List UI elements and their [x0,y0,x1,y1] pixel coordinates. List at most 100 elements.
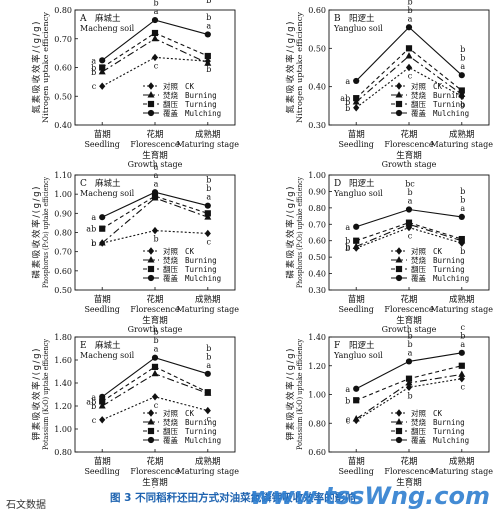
x-axis-title-en: Growth stage [382,325,437,334]
series-line-turning [101,195,208,230]
significance-letter: c [154,61,159,70]
legend-label-cn: 翻压 [163,427,178,436]
x-tick-label-en: Seedling [338,467,373,476]
site-name-en: Macheng soil [80,351,135,360]
x-axis-title-en: Growth stage [128,160,183,169]
point-burning [204,59,212,66]
y-tick-label: 0.80 [54,6,72,15]
site-name-en: Macheng soil [80,189,135,198]
significance-letter: a [154,345,159,354]
legend-marker-mulching [395,109,403,117]
significance-letter: ab [86,225,96,234]
significance-letter: b [153,235,158,244]
point-mulching [405,24,413,31]
legend: 对照 CK 焚烧 Burning 翻压 Turning 覆盖 Mulching [391,246,469,283]
x-tick-label-cn: 花期 [146,129,163,140]
legend-marker-burning [147,91,155,98]
y-axis-title-en: Phosphorus (P₂O₅) uptake efficiency [41,177,50,288]
significance-letter: b [460,247,465,256]
point-turning [204,389,211,396]
y-tick-label: 1.00 [308,171,326,180]
point-turning [353,237,360,244]
figure: 0.400.500.600.700.80苗期Seedling花期Floresce… [31,0,494,488]
site-name-cn: 阳逻土 [349,13,375,24]
point-burning [458,370,466,377]
panel-letter: E [80,341,87,351]
significance-letter: a [460,62,465,71]
point-mulching [458,349,465,356]
legend-marker-ck [147,409,155,417]
x-tick-label-en: Maturing stage [431,140,494,149]
legend-label-en: Mulching [433,436,469,445]
point-burning [458,90,466,97]
legend-label-en: Burning [433,418,465,427]
watermark-logo: www.tssWng.com [250,482,490,510]
legend-label-cn: 焚烧 [411,90,426,100]
point-turning [99,225,106,232]
y-tick-label: 0.80 [308,204,326,213]
x-tick-label-cn: 成熟期 [449,294,475,305]
point-turning [204,210,211,217]
significance-letter: b [407,0,412,6]
x-tick-label-cn: 花期 [146,294,163,305]
legend: 对照 CK 焚烧 Burning 翻压 Turning 覆盖 Mulching [391,408,469,445]
legend-label-en: Mulching [433,274,469,283]
series-line-burning [355,223,462,247]
point-turning [458,235,465,243]
significance-letter: b [407,331,412,340]
x-axis-title-cn: 生育期 [396,150,422,161]
y-tick-label: 1.20 [308,362,326,371]
significance-letter: b [345,98,350,107]
significance-letter: b [206,0,211,5]
point-mulching [99,214,106,221]
legend-label-cn: 覆盖 [411,273,426,283]
y-tick-label: 0.60 [308,237,326,246]
point-burning [352,242,360,249]
x-axis-title-en: Growth stage [382,487,437,488]
legend-label-en: Mulching [185,436,221,445]
x-tick-label-cn: 苗期 [348,295,365,305]
point-burning [151,369,159,377]
legend: 对照 CK 焚烧 Burning 翻压 Turning 覆盖 Mulching [143,246,221,283]
significance-letter: b [206,184,211,193]
legend-label-cn: 覆盖 [163,108,178,118]
x-tick-label-cn: 花期 [400,294,417,305]
y-tick-label: 0.60 [308,448,326,457]
legend-label-cn: 对照 [411,81,426,91]
legend-label-en: CK [433,82,443,91]
significance-letter: b [407,6,412,15]
legend-label-en: Mulching [185,274,221,283]
point-turning [151,363,159,370]
legend-marker-mulching [395,436,403,444]
x-axis-title-cn: 生育期 [142,315,168,326]
y-tick-label: 1.40 [308,333,326,342]
significance-letter: b [460,100,465,109]
y-tick-label: 0.80 [308,419,326,428]
y-axis-title-cn: 钾素吸收效率/(g/g) [285,349,296,441]
legend-marker-ck [147,82,155,90]
point-burning [98,239,106,246]
x-tick-label-cn: 成熟期 [195,129,221,140]
legend-label-cn: 对照 [163,246,178,256]
legend-label-en: Turning [185,100,217,109]
significance-letter: c [154,401,159,410]
legend-label-en: Burning [185,256,217,265]
series-line-burning [101,197,208,244]
legend-label-en: Turning [433,265,465,274]
point-mulching [151,189,159,196]
legend-label-cn: 覆盖 [163,273,178,283]
significance-letter: c [92,239,97,248]
legend-marker-turning [395,100,403,108]
site-name-en: Yangluo soil [333,24,383,33]
y-tick-label: 0.50 [54,92,72,101]
point-turning [151,29,159,37]
legend-marker-mulching [147,274,155,282]
point-turning [353,397,360,404]
point-mulching [353,385,360,392]
significance-letter: ab [86,397,96,406]
y-tick-label: 1.80 [54,333,72,342]
significance-letter: b [460,45,465,54]
significance-letter: b [407,340,412,349]
series-line-turning [356,222,462,242]
